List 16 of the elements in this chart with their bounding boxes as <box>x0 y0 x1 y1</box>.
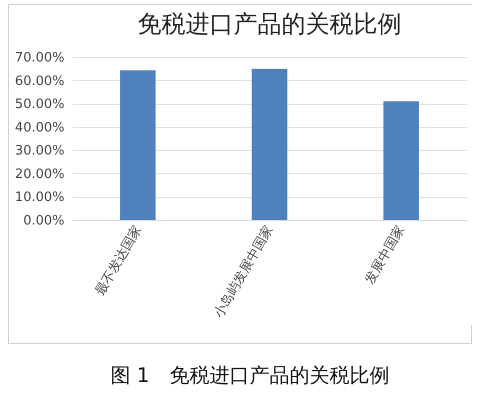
bar <box>383 101 419 220</box>
y-tick-label: 50.00% <box>14 97 64 112</box>
caption: 图 1 免税进口产品的关税比例 <box>109 362 391 389</box>
x-tick-label: 最不发达国家 <box>92 222 145 298</box>
y-tick-label: 30.00% <box>14 144 64 159</box>
y-tick-label: 0.00% <box>23 214 64 228</box>
chart-title: 免税进口产品的关税比例 <box>138 10 402 38</box>
y-tick-label: 70.00% <box>14 50 64 66</box>
x-tick-label: 发展中国家 <box>362 222 408 287</box>
y-tick-label: 40.00% <box>14 120 64 136</box>
bar <box>120 70 156 220</box>
y-tick-label: 10.00% <box>14 190 64 206</box>
x-tick-label: 小岛屿发展中国家 <box>210 222 276 321</box>
y-tick-label: 60.00% <box>14 74 64 89</box>
bar <box>252 68 288 220</box>
y-tick-label: 20.00% <box>14 166 64 182</box>
